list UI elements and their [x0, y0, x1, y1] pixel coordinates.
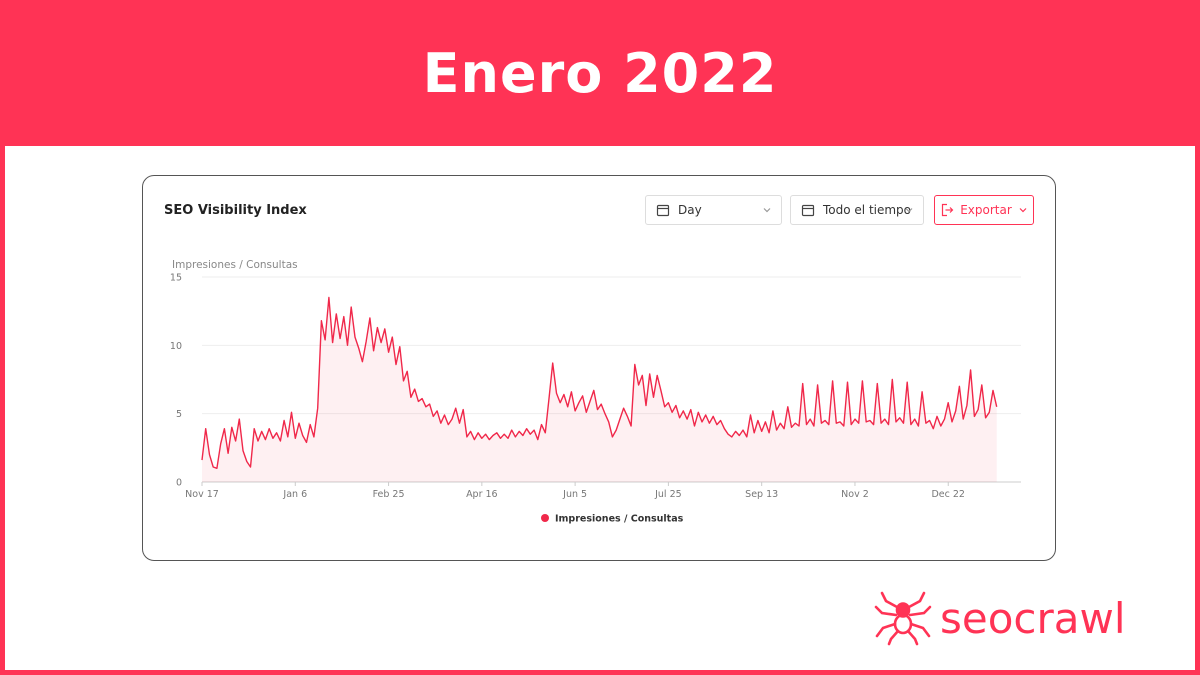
granularity-select[interactable]: Day	[645, 195, 782, 225]
legend-marker	[541, 514, 549, 522]
chevron-down-icon	[1019, 208, 1027, 213]
visibility-chart: Impresiones / Consultas 0 5 10 15 Nov 17 Jan 6…	[170, 259, 1021, 525]
granularity-value: Day	[678, 203, 702, 217]
y-tick-label: 15	[170, 273, 182, 284]
series-line	[201, 296, 998, 469]
calendar-icon	[656, 204, 670, 217]
chevron-down-icon	[905, 208, 913, 213]
spider-icon	[874, 591, 932, 646]
x-tick-label: Jan 6	[282, 489, 307, 500]
x-tick-label: Jul 25	[654, 489, 682, 500]
y-tick-label: 0	[176, 478, 182, 489]
export-button[interactable]: Exportar	[934, 195, 1034, 225]
y-tick-label: 5	[176, 409, 182, 420]
export-label: Exportar	[960, 203, 1012, 217]
x-tick-label: Dec 22	[931, 489, 965, 500]
x-tick-label: Sep 13	[745, 489, 778, 500]
calendar-icon	[801, 204, 815, 217]
brand-name: seocrawl	[940, 594, 1126, 643]
y-tick-label: 10	[170, 341, 182, 352]
x-tick-label: Feb 25	[373, 489, 405, 500]
seocrawl-logo: seocrawl	[874, 591, 1126, 646]
chart-card: SEO Visibility Index Day Todo el tiempo …	[142, 175, 1056, 561]
x-tick-label: Apr 16	[466, 489, 498, 500]
legend-label: Impresiones / Consultas	[555, 514, 684, 525]
y-axis-label: Impresiones / Consultas	[172, 259, 298, 271]
series-area	[202, 297, 997, 482]
page-title: Enero 2022	[422, 41, 778, 105]
chevron-down-icon	[763, 208, 771, 213]
header-banner: Enero 2022	[0, 0, 1200, 146]
card-title: SEO Visibility Index	[164, 203, 307, 218]
range-value: Todo el tiempo	[823, 203, 912, 217]
x-tick-label: Nov 17	[185, 489, 219, 500]
x-tick-label: Nov 2	[841, 489, 869, 500]
x-tick-label: Jun 5	[562, 489, 587, 500]
export-icon	[942, 203, 954, 217]
range-select[interactable]: Todo el tiempo	[790, 195, 924, 225]
